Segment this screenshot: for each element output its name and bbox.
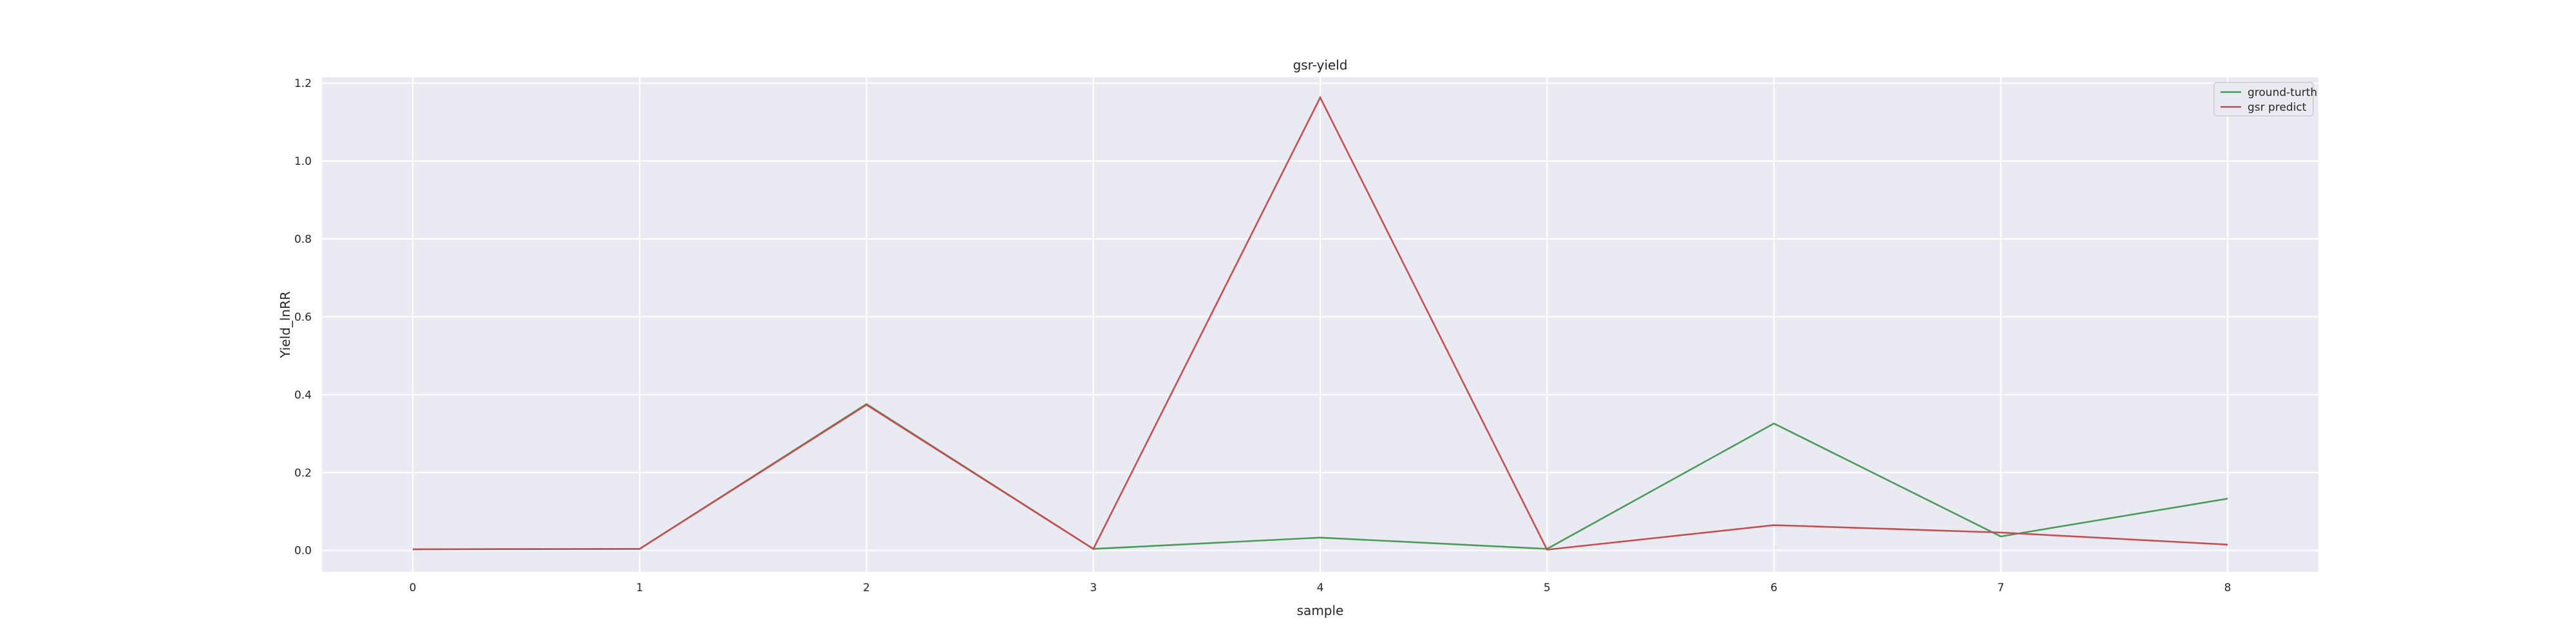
x-tick-label: 8 <box>2224 582 2231 594</box>
legend: ground-turth gsr predict <box>2213 82 2317 117</box>
y-tick-label: 1.2 <box>294 77 312 90</box>
chart-title: gsr-yield <box>1293 57 1348 73</box>
tick-labels: 0 1 2 3 4 5 6 7 8 0.0 0.2 0.4 0.6 0.8 1.0 1.2 <box>294 77 2231 594</box>
legend-label-ground-turth: ground-turth <box>2248 86 2317 99</box>
series-line-gsr-predict <box>412 95 2228 551</box>
series-lines <box>412 95 2228 551</box>
y-tick-label: 1.0 <box>294 155 312 168</box>
x-tick-label: 6 <box>1770 582 1777 594</box>
y-tick-label: 0.4 <box>294 389 312 402</box>
x-tick-label: 4 <box>1317 582 1324 594</box>
y-tick-label: 0.2 <box>294 467 312 480</box>
x-tick-label: 5 <box>1544 582 1551 594</box>
y-tick-label: 0.8 <box>294 233 312 246</box>
x-tick-label: 0 <box>409 582 416 594</box>
y-tick-label: 0.6 <box>294 311 312 324</box>
x-axis-label: sample <box>1297 603 1344 618</box>
y-axis-label: Yield_lnRR <box>278 291 293 359</box>
x-tick-label: 7 <box>1997 582 2004 594</box>
grid-lines <box>322 77 2318 572</box>
x-tick-label: 2 <box>863 582 870 594</box>
x-tick-label: 3 <box>1090 582 1097 594</box>
y-tick-label: 0.0 <box>294 545 312 558</box>
x-tick-label: 1 <box>636 582 643 594</box>
legend-label-gsr-predict: gsr predict <box>2248 101 2307 114</box>
